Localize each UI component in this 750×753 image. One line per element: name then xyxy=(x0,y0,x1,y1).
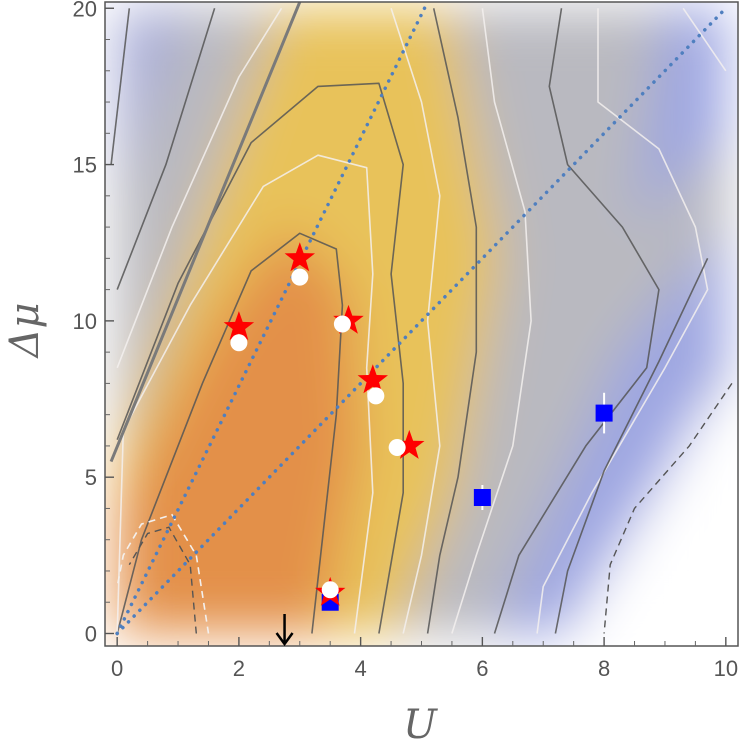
x-tick-label: 4 xyxy=(355,656,367,681)
heat-low-region xyxy=(634,8,726,228)
square-marker xyxy=(473,489,491,507)
contour-dashed-line xyxy=(128,526,197,634)
contour-line xyxy=(536,8,709,634)
plot-area xyxy=(105,2,738,646)
contour-dashed-line xyxy=(603,383,733,634)
star-marker xyxy=(284,242,315,272)
x-axis-title: U xyxy=(403,702,438,748)
contour-line xyxy=(116,154,374,634)
square-marker xyxy=(595,404,613,422)
circle-marker xyxy=(230,334,248,352)
contour-dashed-line xyxy=(116,513,210,634)
contour-line xyxy=(682,7,727,72)
heat-low-region xyxy=(117,8,191,196)
contour-line xyxy=(493,8,660,634)
guide-lines xyxy=(109,2,728,636)
axis-ticks: 0 2 4 6 8 10 0 5 10 15 20 xyxy=(73,0,739,681)
contour-lines xyxy=(110,7,733,634)
circle-marker xyxy=(321,581,339,599)
contour-line xyxy=(116,8,216,290)
arrow-down-icon xyxy=(275,632,294,647)
contour-line xyxy=(426,8,478,634)
circle-marker xyxy=(333,315,351,333)
star-marker xyxy=(357,364,388,394)
dotted-guide-line xyxy=(115,6,728,636)
heat-low-region xyxy=(494,227,726,634)
solid-guide-line xyxy=(109,2,302,463)
x-tick-label: 6 xyxy=(476,656,488,681)
y-tick-label: 10 xyxy=(73,309,97,334)
heat-high-region xyxy=(117,227,361,634)
y-tick-label: 15 xyxy=(73,153,97,178)
y-tick-label: 5 xyxy=(85,465,97,490)
x-tick-label: 8 xyxy=(598,656,610,681)
y-tick-label: 20 xyxy=(73,0,97,21)
data-markers xyxy=(223,242,613,611)
y-tick-label: 0 xyxy=(85,621,97,646)
contour-line xyxy=(390,8,441,634)
x-tick-label: 2 xyxy=(233,656,245,681)
contour-line xyxy=(110,8,131,165)
x-tick-label: 0 xyxy=(111,656,123,681)
y-axis-title: Δμ xyxy=(2,303,48,360)
contour-line xyxy=(116,7,283,369)
contour-line xyxy=(116,232,344,634)
circle-marker xyxy=(388,438,406,456)
x-tick-label: 10 xyxy=(714,656,738,681)
contour-line xyxy=(451,8,532,634)
star-marker xyxy=(223,311,255,341)
circle-marker xyxy=(367,387,385,405)
circle-marker xyxy=(291,268,309,286)
contour-line xyxy=(554,257,709,634)
star-marker xyxy=(394,429,425,459)
